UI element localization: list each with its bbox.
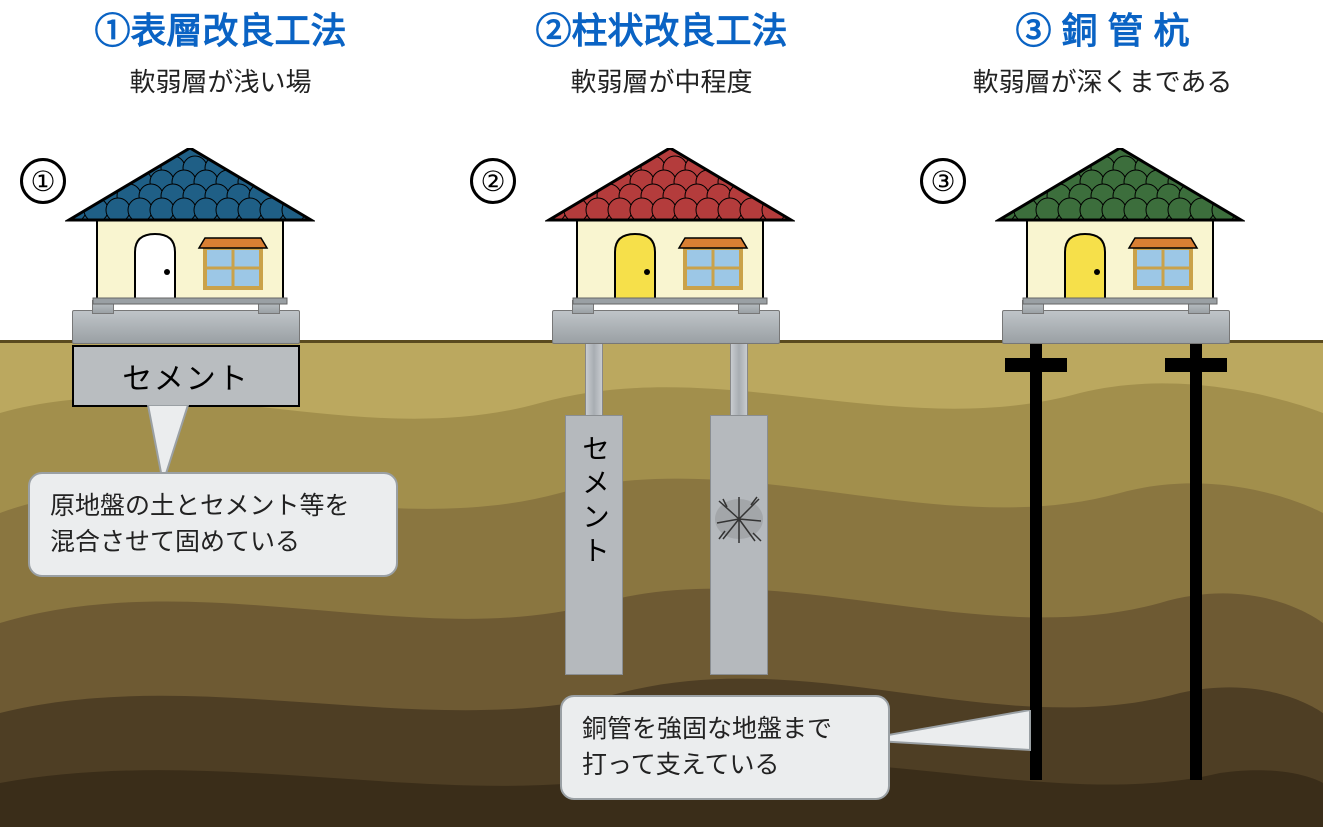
method2-pipe-left <box>585 340 603 420</box>
header-col-1: ①表層改良工法 軟弱層が浅い場 <box>0 0 441 115</box>
badge-2: ② <box>470 158 516 204</box>
badge-3: ③ <box>920 158 966 204</box>
method2-pillar-label: セメント <box>574 434 614 570</box>
method3-callout: 銅管を強固な地盤まで 打って支えている <box>560 695 890 800</box>
method1-callout-text: 原地盤の土とセメント等を 混合させて固めている <box>50 492 350 556</box>
house-3 <box>995 148 1245 308</box>
method1-cement-block: セメント <box>72 345 300 407</box>
method2-pillar-left: セメント <box>565 415 623 675</box>
method2-subtitle: 軟弱層が中程度 <box>441 62 882 99</box>
method3-subtitle: 軟弱層が深くまである <box>882 62 1323 99</box>
headers-row: ①表層改良工法 軟弱層が浅い場 ②柱状改良工法 軟弱層が中程度 ③ 銅 管 杭 … <box>0 0 1323 115</box>
house-1 <box>65 148 315 308</box>
method3-footing <box>1002 310 1230 344</box>
method2-pillar-right <box>710 415 768 675</box>
method3-callout-text: 銅管を強固な地盤まで 打って支えている <box>582 715 832 779</box>
method1-subtitle: 軟弱層が浅い場 <box>0 62 441 99</box>
method2-pipe-right <box>730 340 748 420</box>
method2-title: ②柱状改良工法 <box>441 2 882 54</box>
house-2 <box>545 148 795 308</box>
house-svg <box>545 148 795 308</box>
method1-callout: 原地盤の土とセメント等を 混合させて固めている <box>28 472 398 577</box>
badge-1: ① <box>20 158 66 204</box>
method1-cement-label: セメント <box>122 354 249 398</box>
badge-2-text: ② <box>480 165 505 198</box>
badge-1-text: ① <box>30 165 55 198</box>
method1-footing <box>72 310 300 344</box>
method3-callout-tail <box>860 710 1060 780</box>
badge-3-text: ③ <box>930 165 955 198</box>
method3-pile-right <box>1190 340 1202 780</box>
diagram-root: ①表層改良工法 軟弱層が浅い場 ②柱状改良工法 軟弱層が中程度 ③ 銅 管 杭 … <box>0 0 1323 827</box>
method3-title: ③ 銅 管 杭 <box>882 2 1323 54</box>
header-col-3: ③ 銅 管 杭 軟弱層が深くまである <box>882 0 1323 115</box>
header-col-2: ②柱状改良工法 軟弱層が中程度 <box>441 0 882 115</box>
house-svg <box>995 148 1245 308</box>
crack-icon <box>709 489 769 549</box>
method1-title: ①表層改良工法 <box>0 2 441 54</box>
house-svg <box>65 148 315 308</box>
method2-footing <box>552 310 780 344</box>
